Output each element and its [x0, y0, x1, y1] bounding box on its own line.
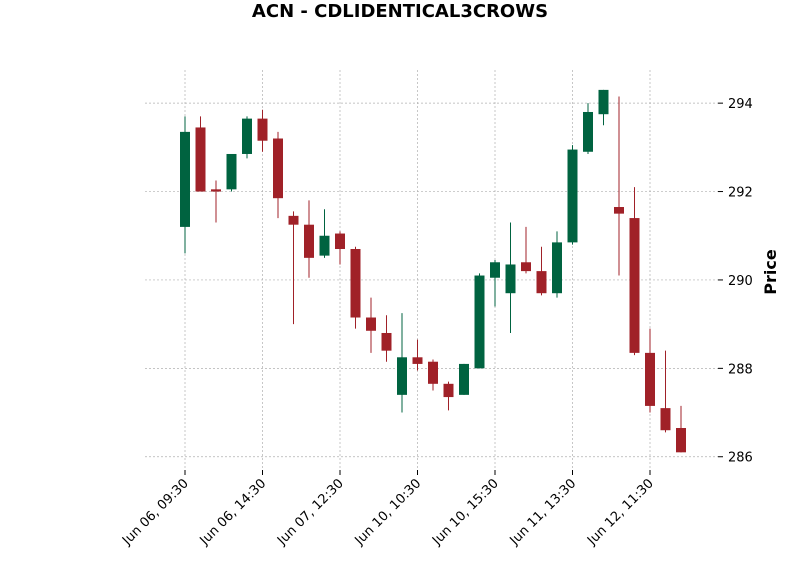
candle — [459, 363, 469, 395]
x-tick-label: Jun 06, 14:30 — [197, 476, 270, 549]
x-tick-label: Jun 06, 09:30 — [119, 476, 192, 549]
x-tick-label: Jun 07, 12:30 — [274, 476, 347, 549]
candle — [319, 209, 330, 258]
candle — [583, 103, 593, 154]
candle — [304, 200, 314, 278]
candle — [257, 109, 268, 152]
y-axis: 286 288 290 292 294 — [718, 97, 753, 466]
candle-body — [288, 215, 299, 225]
candle — [490, 260, 500, 307]
candle-layer — [180, 89, 686, 453]
candle-body — [552, 242, 562, 294]
candle-body — [459, 363, 469, 395]
candle-body — [474, 275, 485, 369]
x-tick-label: Jun 12, 11:30 — [584, 476, 657, 549]
candle — [335, 231, 345, 265]
chart-title: ACN - CDLIDENTICAL3CROWS — [252, 1, 548, 22]
candle-body — [242, 118, 252, 154]
candle — [614, 96, 624, 276]
candle-body — [226, 153, 237, 190]
y-tick-label: 294 — [728, 97, 753, 112]
candle-body — [583, 111, 593, 152]
x-tick-label: Jun 11, 13:30 — [507, 476, 580, 549]
y-axis-label: Price — [761, 249, 780, 295]
candle — [211, 180, 221, 223]
x-tick-label: Jun 10, 10:30 — [352, 476, 425, 549]
candle-body — [614, 207, 624, 214]
y-tick-label: 292 — [728, 186, 753, 201]
candle — [226, 153, 237, 192]
candle-body — [319, 235, 330, 256]
candle — [660, 350, 671, 433]
candle — [366, 297, 376, 353]
candle-body — [304, 224, 314, 258]
candle — [676, 405, 686, 453]
candle-body — [521, 262, 531, 272]
candle — [598, 89, 609, 126]
candle-body — [350, 249, 361, 318]
candle — [521, 226, 531, 274]
y-tick-label: 288 — [728, 362, 753, 377]
candle-body — [397, 357, 407, 395]
candle — [273, 131, 283, 219]
candle — [567, 145, 578, 245]
candle-body — [598, 89, 609, 115]
candle-body — [381, 332, 392, 351]
candle — [397, 313, 407, 413]
candle — [552, 231, 562, 298]
candle — [195, 116, 206, 192]
candle — [645, 328, 655, 413]
candle — [474, 273, 485, 369]
candle — [443, 381, 454, 411]
candle-body — [567, 149, 578, 243]
candle-body — [180, 131, 190, 227]
y-tick-label: 290 — [728, 274, 753, 289]
y-tick-label: 286 — [728, 451, 753, 466]
candle — [242, 116, 252, 159]
candle — [536, 246, 547, 296]
candle-body — [257, 118, 268, 141]
x-axis: Jun 06, 09:30 Jun 06, 14:30 Jun 07, 12:30 J… — [119, 470, 657, 549]
candle — [505, 222, 516, 333]
candle — [288, 211, 299, 325]
x-tick-label: Jun 10, 15:30 — [429, 476, 502, 549]
candle — [412, 339, 423, 371]
candle-body — [335, 233, 345, 250]
candle-body — [211, 189, 221, 192]
candle-body — [443, 383, 454, 398]
candle-body — [490, 262, 500, 278]
candle — [350, 246, 361, 329]
candle — [629, 187, 640, 356]
candle-body — [676, 428, 686, 453]
candle-body — [428, 361, 438, 384]
candle-body — [412, 357, 423, 364]
candle — [428, 359, 438, 391]
candle-body — [273, 138, 283, 199]
candle-body — [629, 218, 640, 353]
candle-body — [505, 264, 516, 294]
candle — [381, 315, 392, 362]
candle — [180, 116, 190, 254]
candle-body — [195, 127, 206, 192]
candle-body — [645, 352, 655, 406]
candle-body — [536, 271, 547, 294]
candle-body — [660, 408, 671, 431]
candle-body — [366, 317, 376, 331]
